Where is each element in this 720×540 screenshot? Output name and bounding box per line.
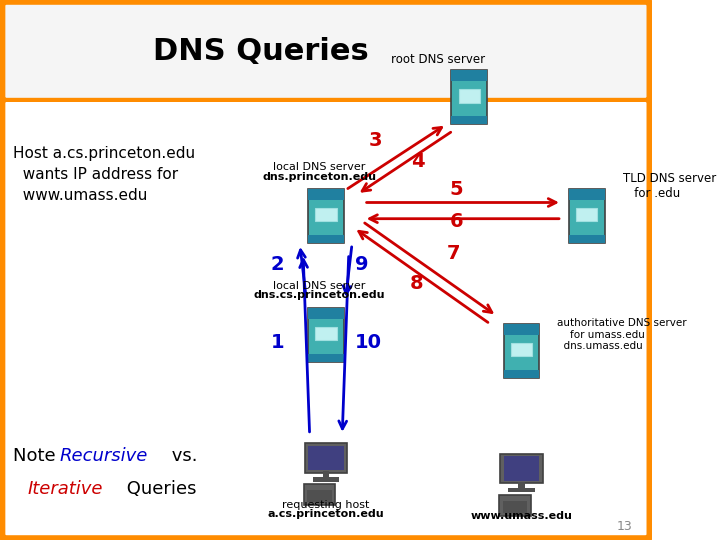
FancyBboxPatch shape — [308, 354, 344, 362]
FancyBboxPatch shape — [308, 235, 344, 243]
FancyBboxPatch shape — [308, 308, 344, 362]
Text: vs.: vs. — [166, 447, 198, 465]
Text: www.umass.edu: www.umass.edu — [471, 511, 572, 521]
Text: 7: 7 — [446, 244, 460, 263]
FancyBboxPatch shape — [4, 100, 649, 537]
Text: 8: 8 — [410, 274, 423, 293]
Text: local DNS server: local DNS server — [273, 281, 366, 291]
FancyBboxPatch shape — [569, 189, 605, 243]
FancyBboxPatch shape — [307, 490, 332, 502]
FancyBboxPatch shape — [313, 477, 339, 482]
FancyBboxPatch shape — [0, 0, 652, 540]
FancyBboxPatch shape — [323, 471, 329, 478]
FancyBboxPatch shape — [308, 308, 344, 319]
Text: dns.princeton.edu: dns.princeton.edu — [262, 172, 377, 181]
Text: 3: 3 — [369, 131, 382, 150]
Text: requesting host: requesting host — [282, 500, 369, 510]
FancyBboxPatch shape — [304, 484, 335, 505]
Text: authoritative DNS server
    for umass.edu
  dns.umass.edu: authoritative DNS server for umass.edu d… — [557, 318, 687, 352]
Text: TLD DNS server
   for .edu: TLD DNS server for .edu — [623, 172, 716, 200]
FancyBboxPatch shape — [315, 208, 337, 221]
FancyBboxPatch shape — [459, 89, 480, 103]
FancyBboxPatch shape — [315, 327, 337, 340]
FancyBboxPatch shape — [308, 189, 344, 243]
FancyBboxPatch shape — [500, 454, 543, 483]
Text: 5: 5 — [450, 180, 464, 199]
Text: DNS Queries: DNS Queries — [153, 37, 369, 66]
FancyBboxPatch shape — [503, 456, 539, 481]
Text: 4: 4 — [410, 152, 424, 171]
Text: a.cs.princeton.edu: a.cs.princeton.edu — [268, 509, 384, 519]
Text: root DNS server: root DNS server — [391, 53, 485, 66]
FancyBboxPatch shape — [510, 343, 532, 356]
Text: 10: 10 — [355, 333, 382, 352]
FancyBboxPatch shape — [4, 3, 649, 100]
FancyBboxPatch shape — [500, 495, 531, 516]
Text: Iterative: Iterative — [27, 480, 103, 498]
FancyBboxPatch shape — [503, 324, 539, 378]
FancyBboxPatch shape — [576, 208, 598, 221]
Text: 2: 2 — [271, 255, 284, 274]
FancyBboxPatch shape — [308, 446, 344, 470]
FancyBboxPatch shape — [451, 70, 487, 81]
FancyBboxPatch shape — [569, 189, 605, 200]
FancyBboxPatch shape — [503, 324, 539, 335]
FancyBboxPatch shape — [305, 443, 347, 472]
FancyBboxPatch shape — [451, 70, 487, 124]
Text: 9: 9 — [355, 255, 369, 274]
Text: 1: 1 — [271, 333, 284, 352]
Text: Note: Note — [13, 447, 61, 465]
FancyBboxPatch shape — [308, 189, 344, 200]
Text: dns.cs.princeton.edu: dns.cs.princeton.edu — [253, 291, 385, 300]
Text: 13: 13 — [616, 520, 632, 533]
FancyBboxPatch shape — [503, 501, 527, 513]
Text: Recursive: Recursive — [60, 447, 148, 465]
FancyBboxPatch shape — [503, 370, 539, 378]
Text: Queries: Queries — [120, 480, 196, 498]
FancyBboxPatch shape — [508, 488, 534, 492]
Text: Host a.cs.princeton.edu
  wants IP address for
  www.umass.edu: Host a.cs.princeton.edu wants IP address… — [13, 146, 195, 203]
Text: local DNS server: local DNS server — [273, 163, 366, 172]
FancyBboxPatch shape — [451, 116, 487, 124]
FancyBboxPatch shape — [569, 235, 605, 243]
Text: 6: 6 — [450, 212, 464, 231]
FancyBboxPatch shape — [518, 482, 525, 489]
